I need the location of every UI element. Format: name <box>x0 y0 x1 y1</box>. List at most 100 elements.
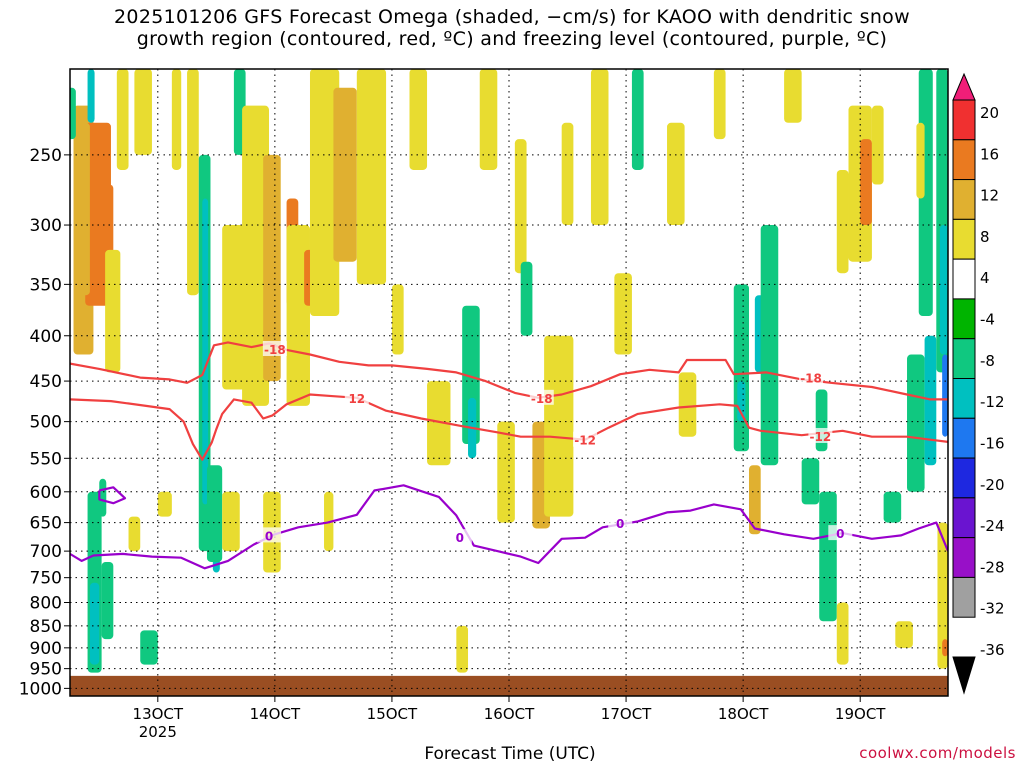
omega-region <box>836 169 849 274</box>
contour-label-bg <box>257 527 282 543</box>
contour-label: -18 <box>531 392 553 406</box>
omega-region <box>760 225 779 466</box>
colorbar-swatch <box>952 537 976 578</box>
colorbar-label: -8 <box>980 352 995 370</box>
y-tick-label: 800 <box>30 594 62 614</box>
omega-region <box>128 516 141 552</box>
contour-label: 12 <box>348 392 365 406</box>
colorbar-swatch <box>952 338 976 380</box>
y-tick-label: 950 <box>30 660 62 680</box>
omega-region <box>116 69 129 170</box>
colorbar-label: 20 <box>980 104 999 122</box>
colorbar-label: -4 <box>980 311 995 329</box>
omega-region <box>871 105 884 185</box>
omega-region <box>222 491 240 552</box>
contour-label-bg <box>529 389 554 405</box>
colorbar-label: -32 <box>980 600 1005 618</box>
omega-region <box>479 69 498 170</box>
x-tick-label: 19OCT <box>835 705 886 723</box>
omega-region <box>544 335 574 517</box>
y-tick-label: 850 <box>30 617 62 637</box>
omega-region <box>427 381 451 466</box>
y-tick-label: 900 <box>30 639 62 659</box>
colorbar-label: -36 <box>980 641 1005 659</box>
x-year-label: 2025 <box>139 723 177 741</box>
x-tick-label: 18OCT <box>718 705 769 723</box>
omega-region <box>733 284 749 452</box>
contour-label: -12 <box>574 434 596 448</box>
omega-region <box>333 87 357 262</box>
y-tick-label: 550 <box>30 449 62 469</box>
omega-region <box>157 491 172 517</box>
x-tick-label: 13OCT <box>133 705 184 723</box>
omega-region <box>134 69 152 155</box>
omega-region <box>409 69 428 170</box>
omega-region <box>263 154 281 382</box>
omega-region <box>75 122 90 296</box>
omega-region <box>222 225 246 390</box>
contour-label-bg <box>447 529 472 545</box>
omega-region <box>187 69 199 296</box>
credit-link[interactable]: coolwx.com/models <box>859 744 1016 762</box>
omega-region <box>206 465 223 562</box>
contour-label-bg <box>808 427 833 443</box>
title-line-1: 2025101206 GFS Forecast Omega (shaded, −… <box>114 6 910 28</box>
contour-label-bg <box>799 369 824 385</box>
y-tick-label: 250 <box>30 146 62 166</box>
y-tick-label: 1000 <box>19 679 62 699</box>
chart-title: 2025101206 GFS Forecast Omega (shaded, −… <box>0 6 1024 50</box>
y-tick-label: 700 <box>30 542 62 562</box>
omega-region <box>942 354 948 437</box>
omega-region <box>309 69 340 317</box>
contour-label-bg <box>608 515 633 531</box>
colorbar-label: -28 <box>980 558 1005 576</box>
contour-line <box>98 486 127 505</box>
colorbar-swatch <box>952 99 976 141</box>
y-tick-label: 450 <box>30 372 62 392</box>
omega-region <box>391 284 404 355</box>
contour-label: 0 <box>265 529 273 543</box>
omega-region <box>87 69 95 123</box>
omega-region <box>883 491 902 523</box>
contour-label: -12 <box>810 430 832 444</box>
contour-label: -18 <box>264 343 286 357</box>
x-tick-label: 16OCT <box>484 705 535 723</box>
omega-region <box>667 122 685 226</box>
omega-region <box>520 261 533 336</box>
colorbar-swatch <box>952 258 976 300</box>
x-axis-title: Forecast Time (UTC) <box>424 744 596 764</box>
colorbar-label: 8 <box>980 228 990 246</box>
omega-region <box>514 139 527 274</box>
contour-label-bg <box>344 389 369 405</box>
omega-region <box>590 69 609 226</box>
omega-region <box>631 69 644 170</box>
title-line-2: growth region (contoured, red, ºC) and f… <box>136 28 888 50</box>
y-tick-label: 750 <box>30 569 62 589</box>
colorbar-swatch <box>952 218 976 260</box>
omega-region <box>101 561 114 640</box>
contour-line <box>70 393 948 461</box>
y-tick-label: 500 <box>30 413 62 433</box>
omega-region <box>678 372 697 437</box>
colorbar-swatch <box>952 139 976 181</box>
colorbar-swatch <box>952 576 976 618</box>
contour-label-bg <box>262 340 287 356</box>
contour-line <box>70 484 948 570</box>
y-tick-label: 600 <box>30 483 62 503</box>
colorbar-swatch <box>952 179 976 220</box>
colorbar-label: 12 <box>980 187 999 205</box>
colorbar-swatch <box>952 457 976 499</box>
colorbar-label: -12 <box>980 393 1005 411</box>
contour-label: 0 <box>456 531 464 545</box>
omega-region <box>202 198 209 505</box>
colorbar-swatch <box>952 378 976 419</box>
omega-region <box>819 491 837 622</box>
omega-region <box>836 602 849 665</box>
colorbar-label: -24 <box>980 517 1005 535</box>
x-tick-label: 15OCT <box>367 705 418 723</box>
omega-region <box>561 122 574 226</box>
omega-region <box>784 69 802 123</box>
colorbar-cap-bottom <box>952 656 976 695</box>
omega-region <box>89 582 100 665</box>
contour-label: 0 <box>616 517 624 531</box>
